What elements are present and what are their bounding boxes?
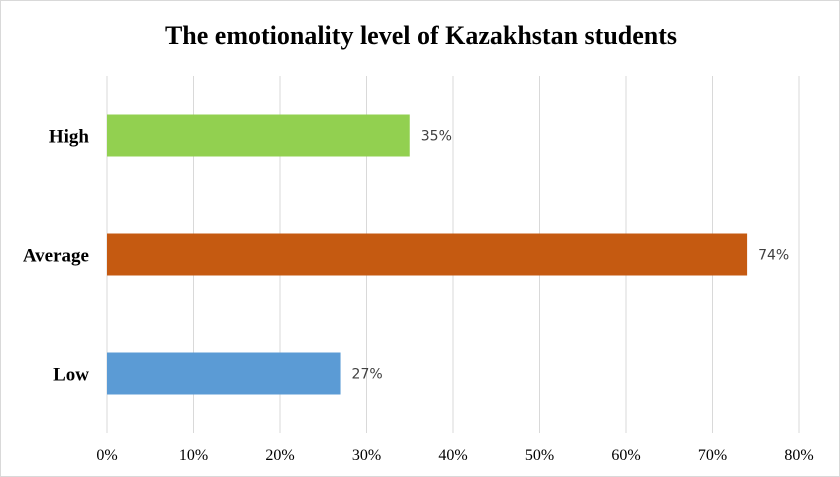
data-label-high: 35% bbox=[421, 129, 452, 145]
x-tick-label: 30% bbox=[352, 447, 381, 464]
data-label-average: 74% bbox=[758, 248, 789, 264]
bar-average bbox=[107, 233, 748, 276]
bar-low bbox=[107, 352, 341, 395]
x-tick-label: 0% bbox=[96, 447, 117, 464]
category-label-high: High bbox=[49, 127, 90, 148]
x-tick-label: 70% bbox=[698, 447, 727, 464]
category-label-average: Average bbox=[23, 246, 89, 267]
data-label-low: 27% bbox=[352, 367, 383, 383]
x-tick-label: 40% bbox=[438, 447, 467, 464]
x-tick-label: 60% bbox=[611, 447, 640, 464]
bars-layer bbox=[107, 114, 748, 395]
x-tick-label: 10% bbox=[179, 447, 208, 464]
category-label-low: Low bbox=[53, 365, 89, 386]
chart-title: The emotionality level of Kazakhstan stu… bbox=[165, 21, 677, 50]
labels-layer: High 35% Average 74% Low 27% bbox=[23, 127, 789, 386]
bar-high bbox=[107, 114, 410, 157]
ticks-layer: 0% 10% 20% 30% 40% 50% 60% 70% 80% bbox=[96, 447, 813, 464]
x-tick-label: 50% bbox=[525, 447, 554, 464]
x-tick-label: 80% bbox=[784, 447, 813, 464]
x-tick-label: 20% bbox=[265, 447, 294, 464]
